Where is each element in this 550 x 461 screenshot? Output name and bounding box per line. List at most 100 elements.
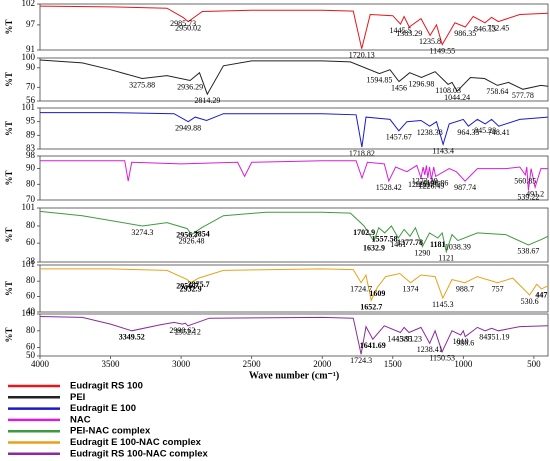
x-tick-label: 1000 bbox=[454, 359, 473, 369]
peak-label: 577.78 bbox=[512, 91, 534, 100]
peak-label: 2956.7 bbox=[176, 281, 198, 290]
x-tick-label: 2500 bbox=[243, 359, 262, 369]
y-tick-label: 80 bbox=[26, 178, 36, 188]
peak-label: 964.35 bbox=[457, 128, 479, 137]
panel-frame bbox=[39, 264, 549, 313]
legend-label: Eudragit RS 100-NAC complex bbox=[70, 448, 208, 459]
peak-label: 1299.97 bbox=[408, 180, 434, 189]
panel-frame bbox=[39, 207, 549, 263]
y-axis-label: %T bbox=[4, 72, 14, 87]
legend-label: PEI bbox=[70, 392, 85, 403]
spectrum-line bbox=[39, 59, 549, 96]
peak-label: 846.13 bbox=[474, 25, 496, 34]
y-axis-label: %T bbox=[4, 227, 14, 242]
peak-label: 560.85 bbox=[514, 177, 536, 186]
legend-label: NAC bbox=[70, 414, 91, 425]
peak-label: 1457.67 bbox=[386, 133, 412, 142]
peak-label: 1528.42 bbox=[376, 183, 402, 192]
peak-label: 1108.03 bbox=[435, 86, 461, 95]
peak-label: 3349.52 bbox=[119, 333, 145, 342]
peak-label: 1557.58 bbox=[372, 235, 398, 244]
y-tick-label: 95 bbox=[26, 116, 36, 126]
peak-label: 757 bbox=[492, 285, 504, 294]
y-tick-label: 56 bbox=[26, 95, 36, 105]
panel-frame bbox=[39, 107, 549, 150]
peak-label: 3274.3 bbox=[131, 228, 153, 237]
peak-label: 2932.9 bbox=[180, 285, 202, 294]
peak-label: 1374 bbox=[403, 285, 419, 294]
peak-label: 1235.8 bbox=[419, 37, 441, 46]
y-axis-label: %T bbox=[4, 19, 14, 34]
peak-label: 1383.29 bbox=[396, 29, 422, 38]
peak-label: 447 bbox=[535, 291, 547, 300]
peak-label: 987.74 bbox=[454, 183, 476, 192]
peak-label: 539.22 bbox=[517, 192, 539, 201]
peak-label: 1724.3 bbox=[350, 356, 372, 365]
y-axis-label: %T bbox=[4, 170, 14, 185]
peak-label: 986.35 bbox=[454, 29, 476, 38]
y-tick-label: 38 bbox=[26, 256, 36, 266]
peak-label: 1038.39 bbox=[445, 242, 471, 251]
peak-label: 2950.02 bbox=[175, 23, 201, 32]
y-axis-label: %T bbox=[4, 121, 14, 136]
y-tick-label: 80 bbox=[26, 275, 36, 285]
y-tick-label: 60 bbox=[26, 342, 36, 352]
peak-label: 1609 bbox=[369, 289, 385, 298]
peak-label: 1594.85 bbox=[366, 75, 392, 84]
peak-label: 2990.62 bbox=[169, 326, 195, 335]
peak-label: 845.28 bbox=[474, 126, 496, 135]
peak-label: 1121 bbox=[438, 254, 454, 263]
y-tick-label: 100 bbox=[22, 52, 36, 62]
peak-label: 1019 bbox=[453, 337, 469, 346]
y-tick-label: 101 bbox=[22, 259, 36, 269]
peak-label: 2952.12 bbox=[175, 328, 201, 337]
peak-label: 1143.4 bbox=[432, 146, 454, 155]
peak-label: 2949.88 bbox=[175, 123, 201, 132]
peak-label: 1196.86 bbox=[423, 178, 449, 187]
y-tick-label: 60 bbox=[26, 291, 36, 301]
y-tick-label: 90 bbox=[26, 163, 36, 173]
peak-label: 1445.91 bbox=[387, 334, 413, 343]
peak-label: 1150.53 bbox=[429, 354, 455, 363]
y-tick-label: 60 bbox=[26, 237, 36, 247]
panel-frame bbox=[39, 3, 549, 51]
peak-label: 1385.23 bbox=[396, 334, 422, 343]
panel-frame bbox=[39, 57, 549, 102]
spectrum-line bbox=[40, 160, 548, 191]
y-tick-label: 80 bbox=[26, 220, 36, 230]
peak-label: 1149.55 bbox=[429, 46, 455, 55]
y-axis-label: %T bbox=[4, 327, 14, 342]
spectrum-line bbox=[40, 268, 549, 302]
peak-label: 491.2 bbox=[526, 189, 544, 198]
peak-label: 1641.69 bbox=[360, 341, 386, 350]
y-axis-label: %T bbox=[4, 281, 14, 296]
peak-label: 1632.9 bbox=[363, 243, 385, 252]
y-tick-label: 50 bbox=[26, 350, 36, 360]
peak-label: 2854 bbox=[194, 230, 210, 239]
panel-frame bbox=[39, 313, 549, 357]
peak-label: 1238.41 bbox=[417, 345, 443, 354]
y-tick-label: 70 bbox=[26, 194, 36, 204]
y-tick-label: 91 bbox=[26, 44, 35, 54]
peak-label: 1181 bbox=[430, 240, 446, 249]
peak-label: 1273.29 bbox=[412, 177, 438, 186]
peak-label: 1377.78 bbox=[397, 238, 423, 247]
y-tick-label: 70 bbox=[26, 81, 36, 91]
x-tick-label: 500 bbox=[527, 359, 541, 369]
peak-label: 1445.5 bbox=[389, 26, 411, 35]
y-tick-label: 97 bbox=[26, 19, 36, 29]
peak-label: 2985.73 bbox=[170, 19, 196, 28]
y-tick-label: 100 bbox=[22, 308, 36, 318]
peak-label: 1724.7 bbox=[350, 285, 372, 294]
peak-label: 2936.29 bbox=[177, 82, 203, 91]
peak-label: 1290 bbox=[414, 248, 430, 257]
peak-label: 2926.48 bbox=[178, 236, 204, 245]
y-tick-label: 102 bbox=[22, 0, 36, 8]
y-tick-label: 101 bbox=[22, 202, 36, 212]
legend-label: Eudragit RS 100 bbox=[70, 381, 143, 392]
peak-label: 1461 bbox=[390, 240, 406, 249]
peak-label: 751.19 bbox=[487, 333, 509, 342]
peak-label: 748.41 bbox=[488, 128, 510, 137]
spectrum-line bbox=[40, 112, 549, 148]
